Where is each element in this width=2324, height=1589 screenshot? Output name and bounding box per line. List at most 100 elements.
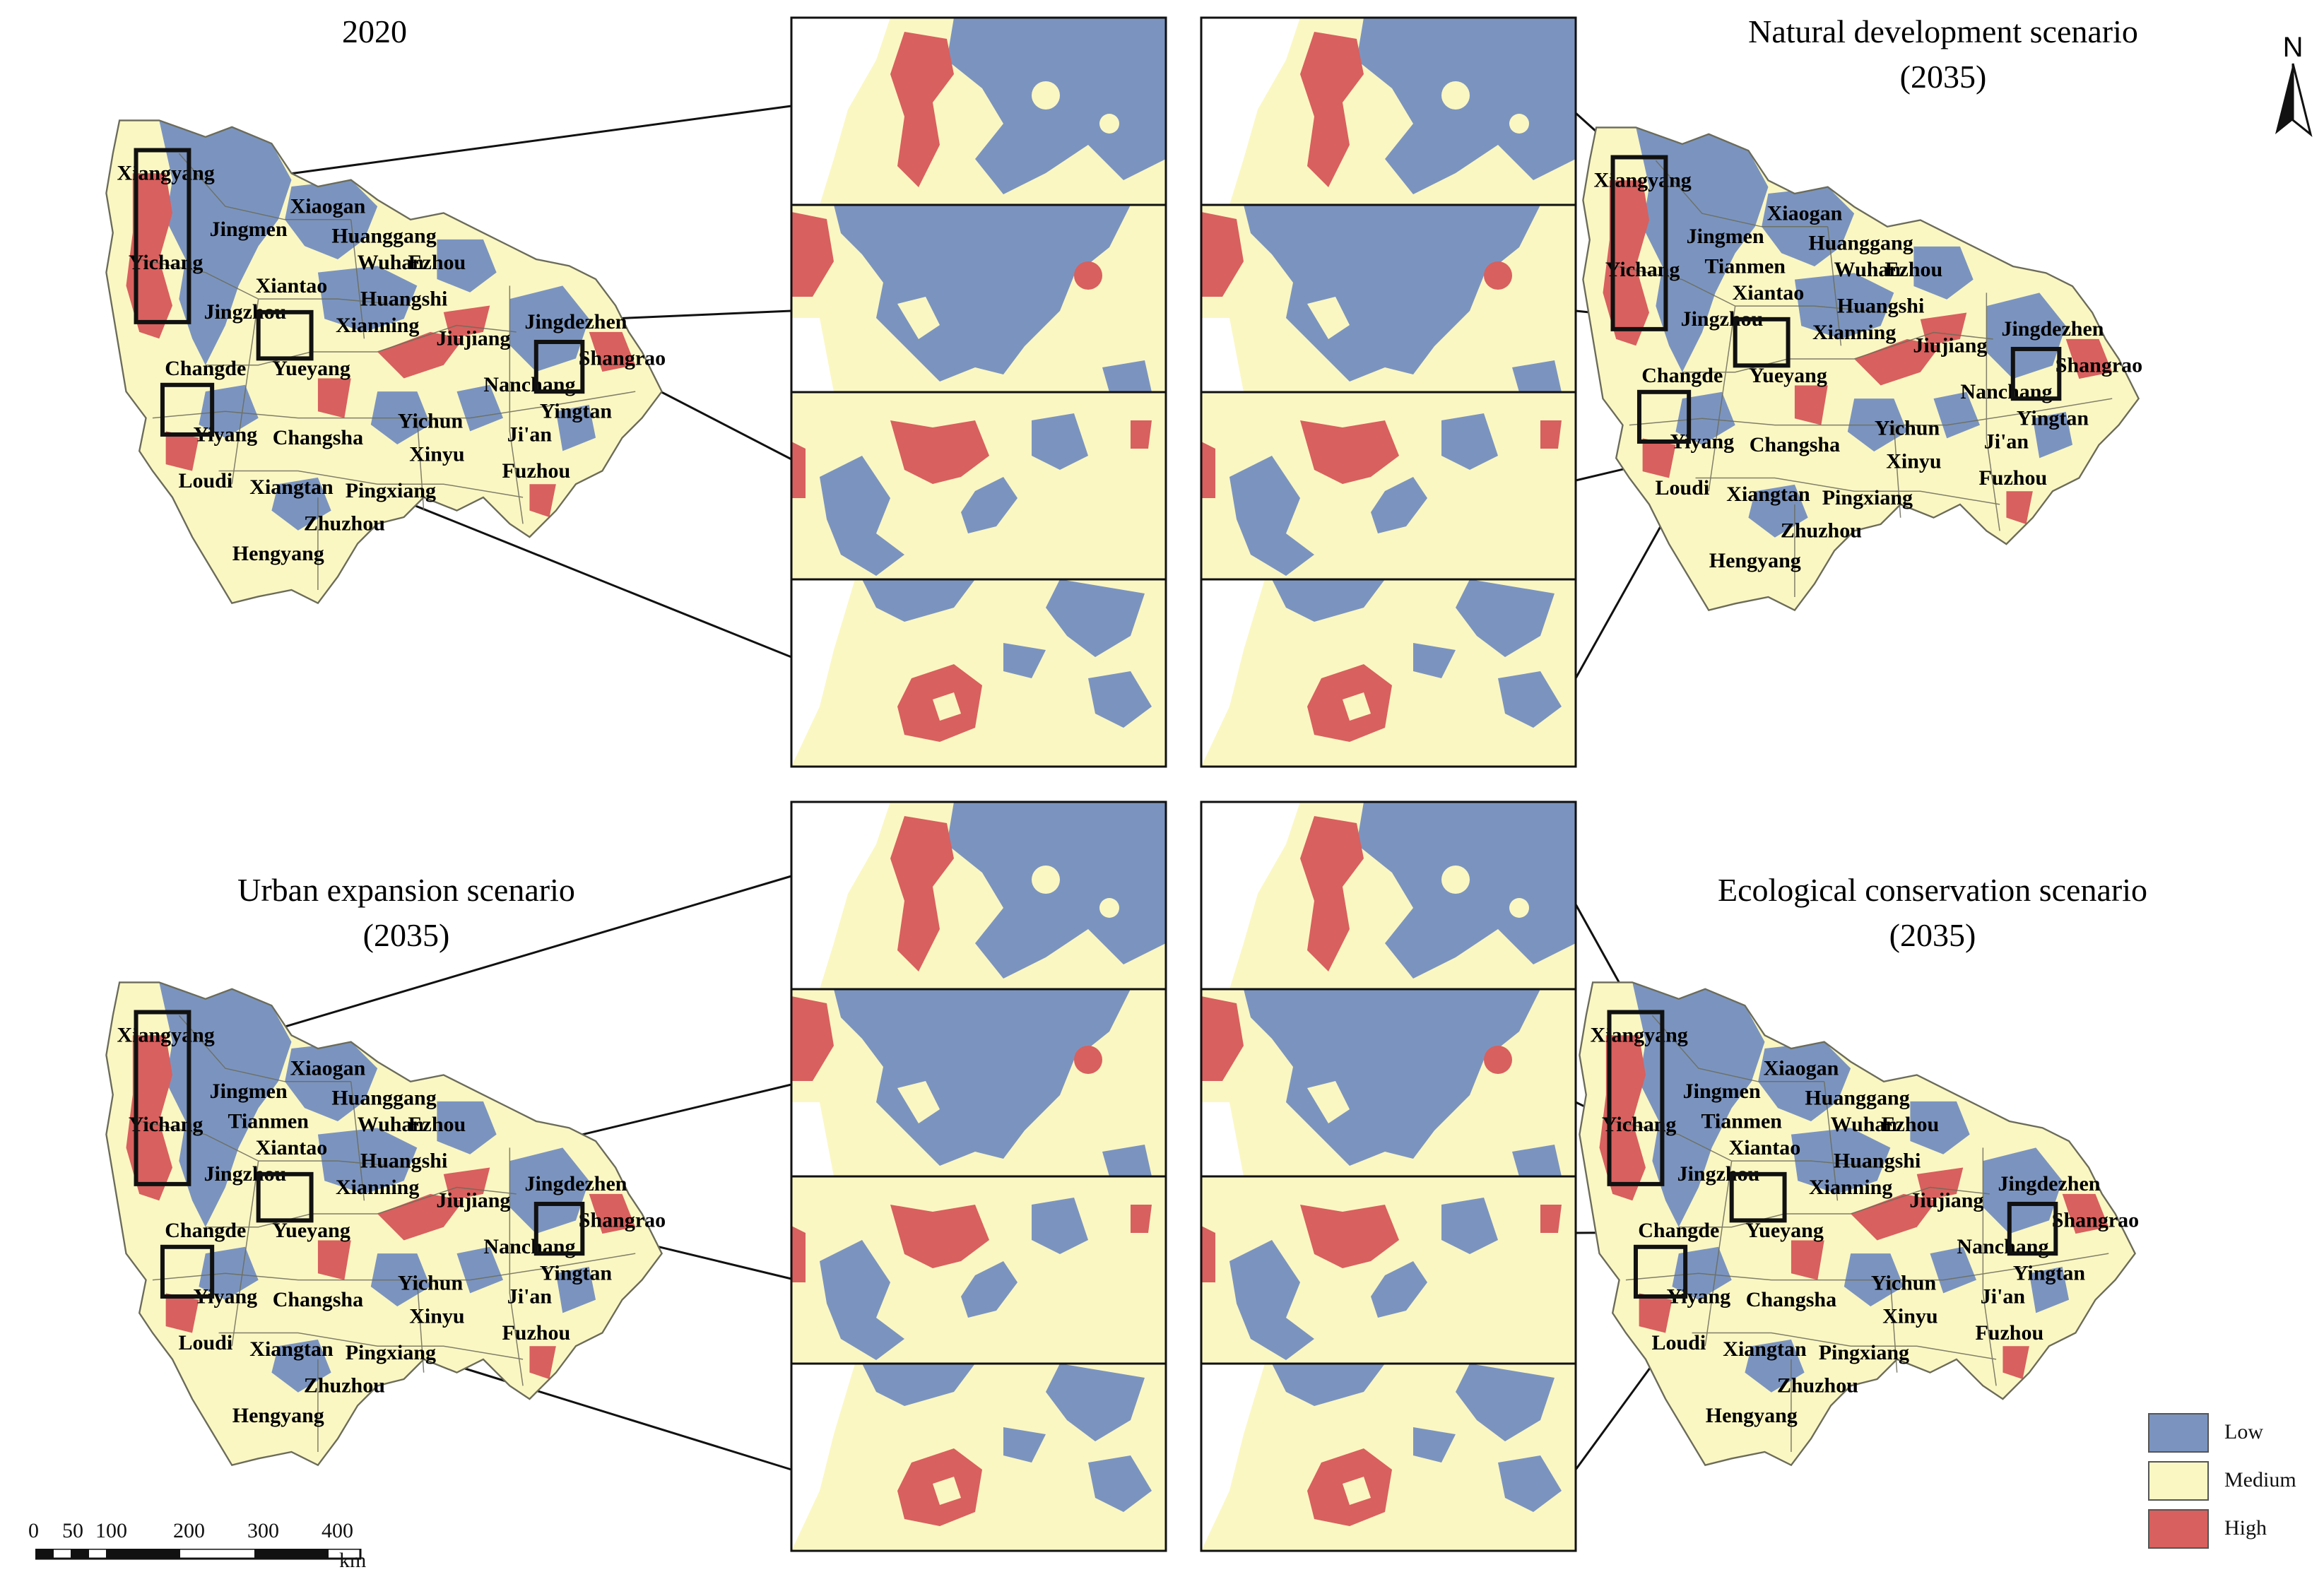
city-label-changde: Changde — [1638, 1219, 1719, 1242]
inset-tile — [1201, 579, 1576, 767]
inset-tile — [791, 205, 1166, 392]
legend-item-high: High — [2148, 1509, 2324, 1549]
city-label-hengyang: Hengyang — [1709, 549, 1801, 572]
scale-bar: 0 50 100 200 300 400 km — [28, 1519, 410, 1583]
city-label-huangshi: Huangshi — [360, 1149, 447, 1172]
city-label-xiangyang: Xiangyang — [1590, 1024, 1687, 1047]
panel-title-line: (2035) — [1900, 59, 1987, 95]
zoom-box — [1607, 1010, 1665, 1186]
city-label-jingdezhen: Jingdezhen — [2001, 317, 2104, 341]
city-label-yingtan: Yingtan — [540, 400, 613, 423]
city-label-yichun: Yichun — [1875, 417, 1940, 440]
city-label-pingxiang: Pingxiang — [1822, 486, 1913, 509]
city-label-pingxiang: Pingxiang — [346, 479, 436, 502]
inset-strip — [790, 16, 1167, 768]
north-label: N — [2283, 32, 2304, 63]
city-label-fuzhou: Fuzhou — [502, 1321, 570, 1345]
city-label-huanggang: Huanggang — [331, 225, 436, 248]
inset-tile — [791, 1176, 1166, 1364]
inset-tile — [791, 18, 1166, 205]
city-label-xiaogan: Xiaogan — [1767, 201, 1843, 225]
panel-title-line: Natural development scenario — [1748, 13, 2138, 49]
city-label-jian: Ji'an — [1984, 430, 2029, 453]
legend: Low Medium High — [2148, 1413, 2324, 1561]
legend-label-high: High — [2224, 1516, 2267, 1540]
city-label-huanggang: Huanggang — [331, 1087, 436, 1110]
city-label-huangshi: Huangshi — [1834, 1149, 1921, 1172]
city-label-jingdezhen: Jingdezhen — [524, 1172, 627, 1195]
panel-title: Natural development scenario (2035) — [1748, 13, 2138, 95]
city-label-yichang: Yichang — [129, 1113, 204, 1136]
city-label-changsha: Changsha — [273, 1288, 363, 1311]
city-label-fuzhou: Fuzhou — [1975, 1321, 2043, 1345]
city-label-xinyu: Xinyu — [409, 1304, 464, 1328]
legend-swatch-low — [2148, 1413, 2209, 1453]
city-label-xiangyang: Xiangyang — [117, 162, 214, 185]
zoom-box — [1610, 155, 1668, 331]
zoom-box — [256, 309, 314, 361]
zoom-box — [533, 1201, 585, 1256]
city-label-yichun: Yichun — [398, 410, 464, 433]
city-label-wuhan: Wuhan — [1831, 1113, 1898, 1136]
zoom-box — [134, 1010, 191, 1186]
city-label-wuhan: Wuhan — [358, 251, 425, 274]
city-label-changde: Changde — [165, 1219, 246, 1242]
city-label-xianning: Xianning — [336, 1176, 419, 1199]
city-label-jingmen: Jingmen — [1687, 225, 1764, 248]
city-label-tianmen: Tianmen — [228, 1109, 309, 1133]
city-label-huanggang: Huanggang — [1808, 232, 1913, 255]
city-label-pingxiang: Pingxiang — [346, 1341, 436, 1364]
panel-title-line: Urban expansion scenario — [237, 872, 575, 908]
city-label-changde: Changde — [1641, 364, 1723, 387]
inset-tile — [1201, 1176, 1576, 1364]
city-label-jingdezhen: Jingdezhen — [524, 310, 627, 333]
panel-title: Ecological conservation scenario (2035) — [1718, 872, 2147, 953]
inset-tile — [1201, 205, 1576, 392]
panel-title: 2020 — [342, 13, 407, 49]
city-label-jiujiang: Jiujiang — [1909, 1189, 1983, 1212]
inset-strip — [1200, 801, 1577, 1552]
city-label-pingxiang: Pingxiang — [1819, 1341, 1909, 1364]
city-label-wuhan: Wuhan — [1834, 258, 1901, 281]
legend-swatch-medium — [2148, 1461, 2209, 1501]
zoom-box — [533, 339, 585, 394]
city-label-xiangtan: Xiangtan — [249, 1337, 334, 1361]
city-label-xinyu: Xinyu — [409, 442, 464, 466]
city-label-ezhou: Ezhou — [1882, 1113, 1940, 1136]
inset-tile — [1201, 802, 1576, 989]
inset-tile — [791, 392, 1166, 579]
city-label-jiujiang: Jiujiang — [1913, 334, 1987, 358]
city-label-tianmen: Tianmen — [1704, 254, 1786, 278]
city-label-xinyu: Xinyu — [1886, 449, 1941, 473]
city-label-loudi: Loudi — [1651, 1331, 1706, 1354]
city-label-xiantao: Xiantao — [1729, 1136, 1801, 1159]
city-label-shangrao: Shangrao — [2052, 1209, 2139, 1232]
legend-label-medium: Medium — [2224, 1468, 2296, 1491]
panel-title: Urban expansion scenario (2035) — [237, 872, 575, 953]
city-label-fuzhou: Fuzhou — [502, 459, 570, 483]
city-label-changsha: Changsha — [273, 426, 363, 449]
legend-item-medium: Medium — [2148, 1461, 2324, 1501]
zoom-box — [2010, 346, 2062, 401]
city-label-ezhou: Ezhou — [408, 251, 466, 274]
inset-tile — [1201, 392, 1576, 579]
city-label-xiaogan: Xiaogan — [290, 1056, 366, 1080]
city-label-xiangyang: Xiangyang — [117, 1024, 214, 1047]
inset-tile — [1201, 989, 1576, 1176]
city-label-jiujiang: Jiujiang — [436, 327, 510, 350]
scale-tick: 0 — [28, 1519, 39, 1542]
city-label-xianning: Xianning — [1809, 1176, 1892, 1199]
city-label-changsha: Changsha — [1750, 433, 1840, 456]
scale-bar-graphic — [35, 1549, 362, 1560]
inset-tile — [791, 802, 1166, 989]
inset-strip — [790, 801, 1167, 1552]
zoom-box — [160, 382, 215, 437]
inset-tile — [791, 989, 1166, 1176]
city-label-loudi: Loudi — [1655, 476, 1709, 500]
